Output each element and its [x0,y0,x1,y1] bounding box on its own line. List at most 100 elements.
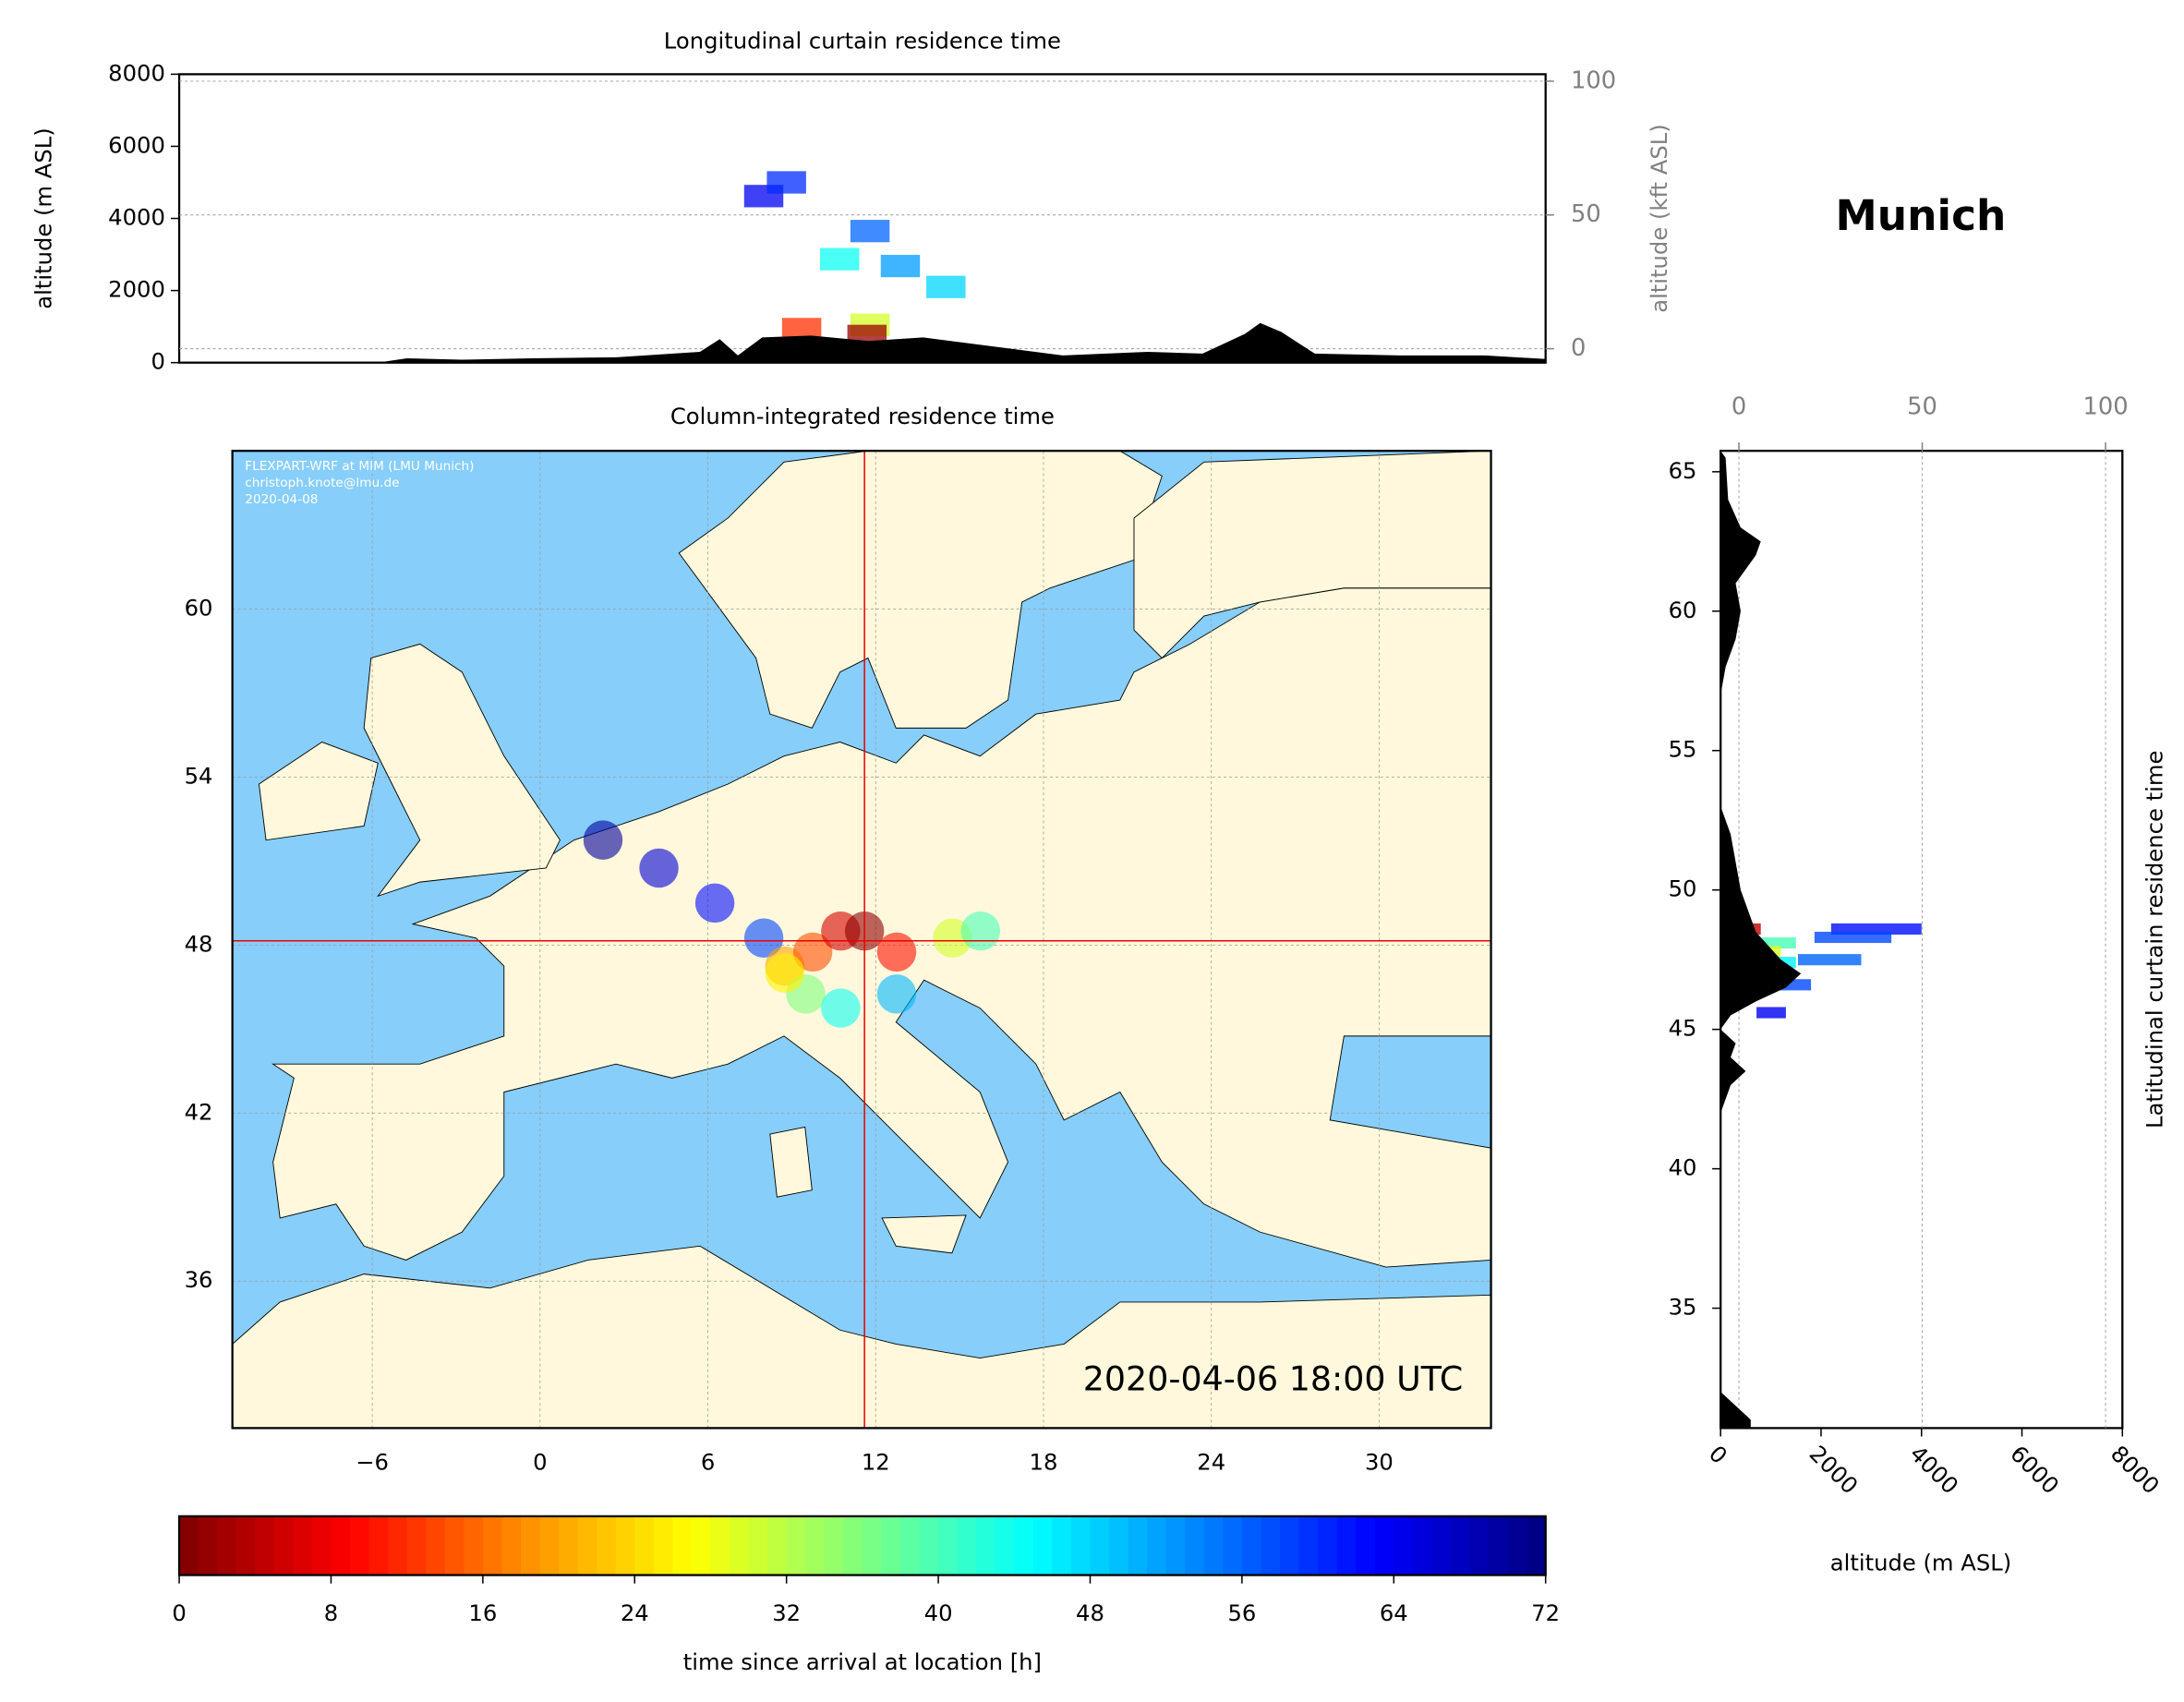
x-tick-label: 4000 [1904,1440,1963,1499]
plume-cell [926,275,966,298]
colorbar-segment [597,1515,617,1575]
map-title: Column-integrated residence time [670,403,1055,429]
colorbar-segment [464,1515,484,1575]
x2-tick-label: 0 [1732,393,1746,421]
credit: FLEXPART-WRF at MIM (LMU Munich) [245,459,474,474]
plume-cell [1756,1007,1786,1019]
colorbar-segment [1374,1515,1395,1575]
colorbar-segment [293,1515,313,1575]
colorbar-tick-label: 56 [1227,1599,1256,1626]
plume-point [694,883,735,923]
colorbar-segment [1298,1515,1319,1575]
colorbar-segment [1412,1515,1433,1575]
colorbar-segment [1223,1515,1243,1575]
y-tick-label: 48 [185,930,213,957]
colorbar-segment [520,1515,541,1575]
colorbar-segment [1431,1515,1452,1575]
terrain [179,322,1546,363]
plume-cell [880,254,921,278]
colorbar-segment [1165,1515,1187,1575]
y-tick-label: 60 [185,595,213,622]
y-tick-label: 8000 [108,59,165,86]
x-tick-label: −6 [356,1448,389,1475]
colorbar-segment [1203,1515,1225,1575]
colorbar-segment [1090,1515,1110,1575]
colorbar-segment [1394,1515,1414,1575]
colorbar-segment [805,1515,826,1575]
colorbar-segment [1070,1515,1092,1575]
y2-label: altitude (kft ASL) [1646,124,1672,313]
colorbar-tick-label: 16 [468,1599,497,1626]
colorbar-segment [255,1515,275,1575]
colorbar-tick-label: 40 [924,1599,953,1626]
colorbar-segment [1336,1515,1357,1575]
colorbar-segment [1185,1515,1205,1575]
plume-cell [819,247,860,271]
colorbar-segment [730,1515,750,1575]
colorbar-segment [1147,1515,1167,1575]
colorbar-segment [1507,1515,1528,1575]
colorbar-tick-label: 72 [1531,1599,1560,1626]
x-tick-label: 24 [1197,1448,1225,1475]
plume-cell [1797,954,1862,966]
colorbar-segment [938,1515,959,1575]
colorbar-label: time since arrival at location [h] [683,1648,1042,1675]
plume-point [960,911,1001,951]
colorbar-segment [1128,1515,1149,1575]
colorbar-segment [539,1515,560,1575]
colorbar-segment [179,1515,199,1575]
colorbar-tick-label: 8 [324,1599,338,1626]
colorbar-segment [331,1515,351,1575]
colorbar-segment [786,1515,807,1575]
y-tick-label: 6000 [108,131,165,158]
right-title: Latitudinal curtain residence time [2142,751,2168,1129]
map-area [232,451,1491,1429]
colorbar-segment [957,1515,978,1575]
plume-point [792,932,833,972]
colorbar-segment [1526,1515,1547,1575]
x-tick-label: 0 [1704,1440,1732,1468]
colorbar-segment [1261,1515,1281,1575]
y-tick-label: 0 [151,348,164,375]
colorbar-segment [1279,1515,1300,1575]
colorbar-segment [577,1515,598,1575]
y-tick-label: 42 [185,1098,213,1125]
y2-tick-label: 50 [1571,200,1601,228]
colorbar-tick-label: 48 [1076,1599,1104,1626]
colorbar-segment [273,1515,295,1575]
colorbar-segment [368,1515,390,1575]
colorbar-segment [444,1515,465,1575]
plume-point [821,988,861,1028]
x-tick-label: 6 [701,1448,715,1475]
x2-tick-label: 100 [2082,393,2128,421]
colorbar-segment [426,1515,446,1575]
plume-point [765,953,805,993]
y-tick-label: 65 [1669,457,1697,484]
colorbar-tick-label: 64 [1380,1599,1408,1626]
colorbar-segment [1356,1515,1376,1575]
colorbar-segment [767,1515,788,1575]
x-tick-label: 0 [533,1448,547,1475]
colorbar-segment [862,1515,883,1575]
credit: christoph.knote@lmu.de [245,476,399,490]
colorbar-segment [976,1515,996,1575]
colorbar-segment [1032,1515,1054,1575]
y-label: altitude (m ASL) [30,127,57,309]
colorbar-segment [1241,1515,1262,1575]
timestamp: 2020-04-06 18:00 UTC [1083,1358,1463,1398]
colorbar-segment [559,1515,579,1575]
terrain [1720,451,1802,1429]
y-tick-label: 54 [185,762,213,789]
colorbar-segment [672,1515,693,1575]
y-tick-label: 36 [185,1266,213,1293]
colorbar-segment [235,1515,257,1575]
colorbar-segment [710,1515,730,1575]
x-tick-label: 12 [862,1448,890,1475]
y2-tick-label: 0 [1571,334,1586,362]
y-tick-label: 50 [1669,875,1697,902]
plume-point [639,848,679,888]
y-tick-label: 35 [1669,1294,1697,1321]
colorbar-segment [1489,1515,1509,1575]
plume-cell [766,171,806,194]
y-tick-label: 4000 [108,204,165,231]
